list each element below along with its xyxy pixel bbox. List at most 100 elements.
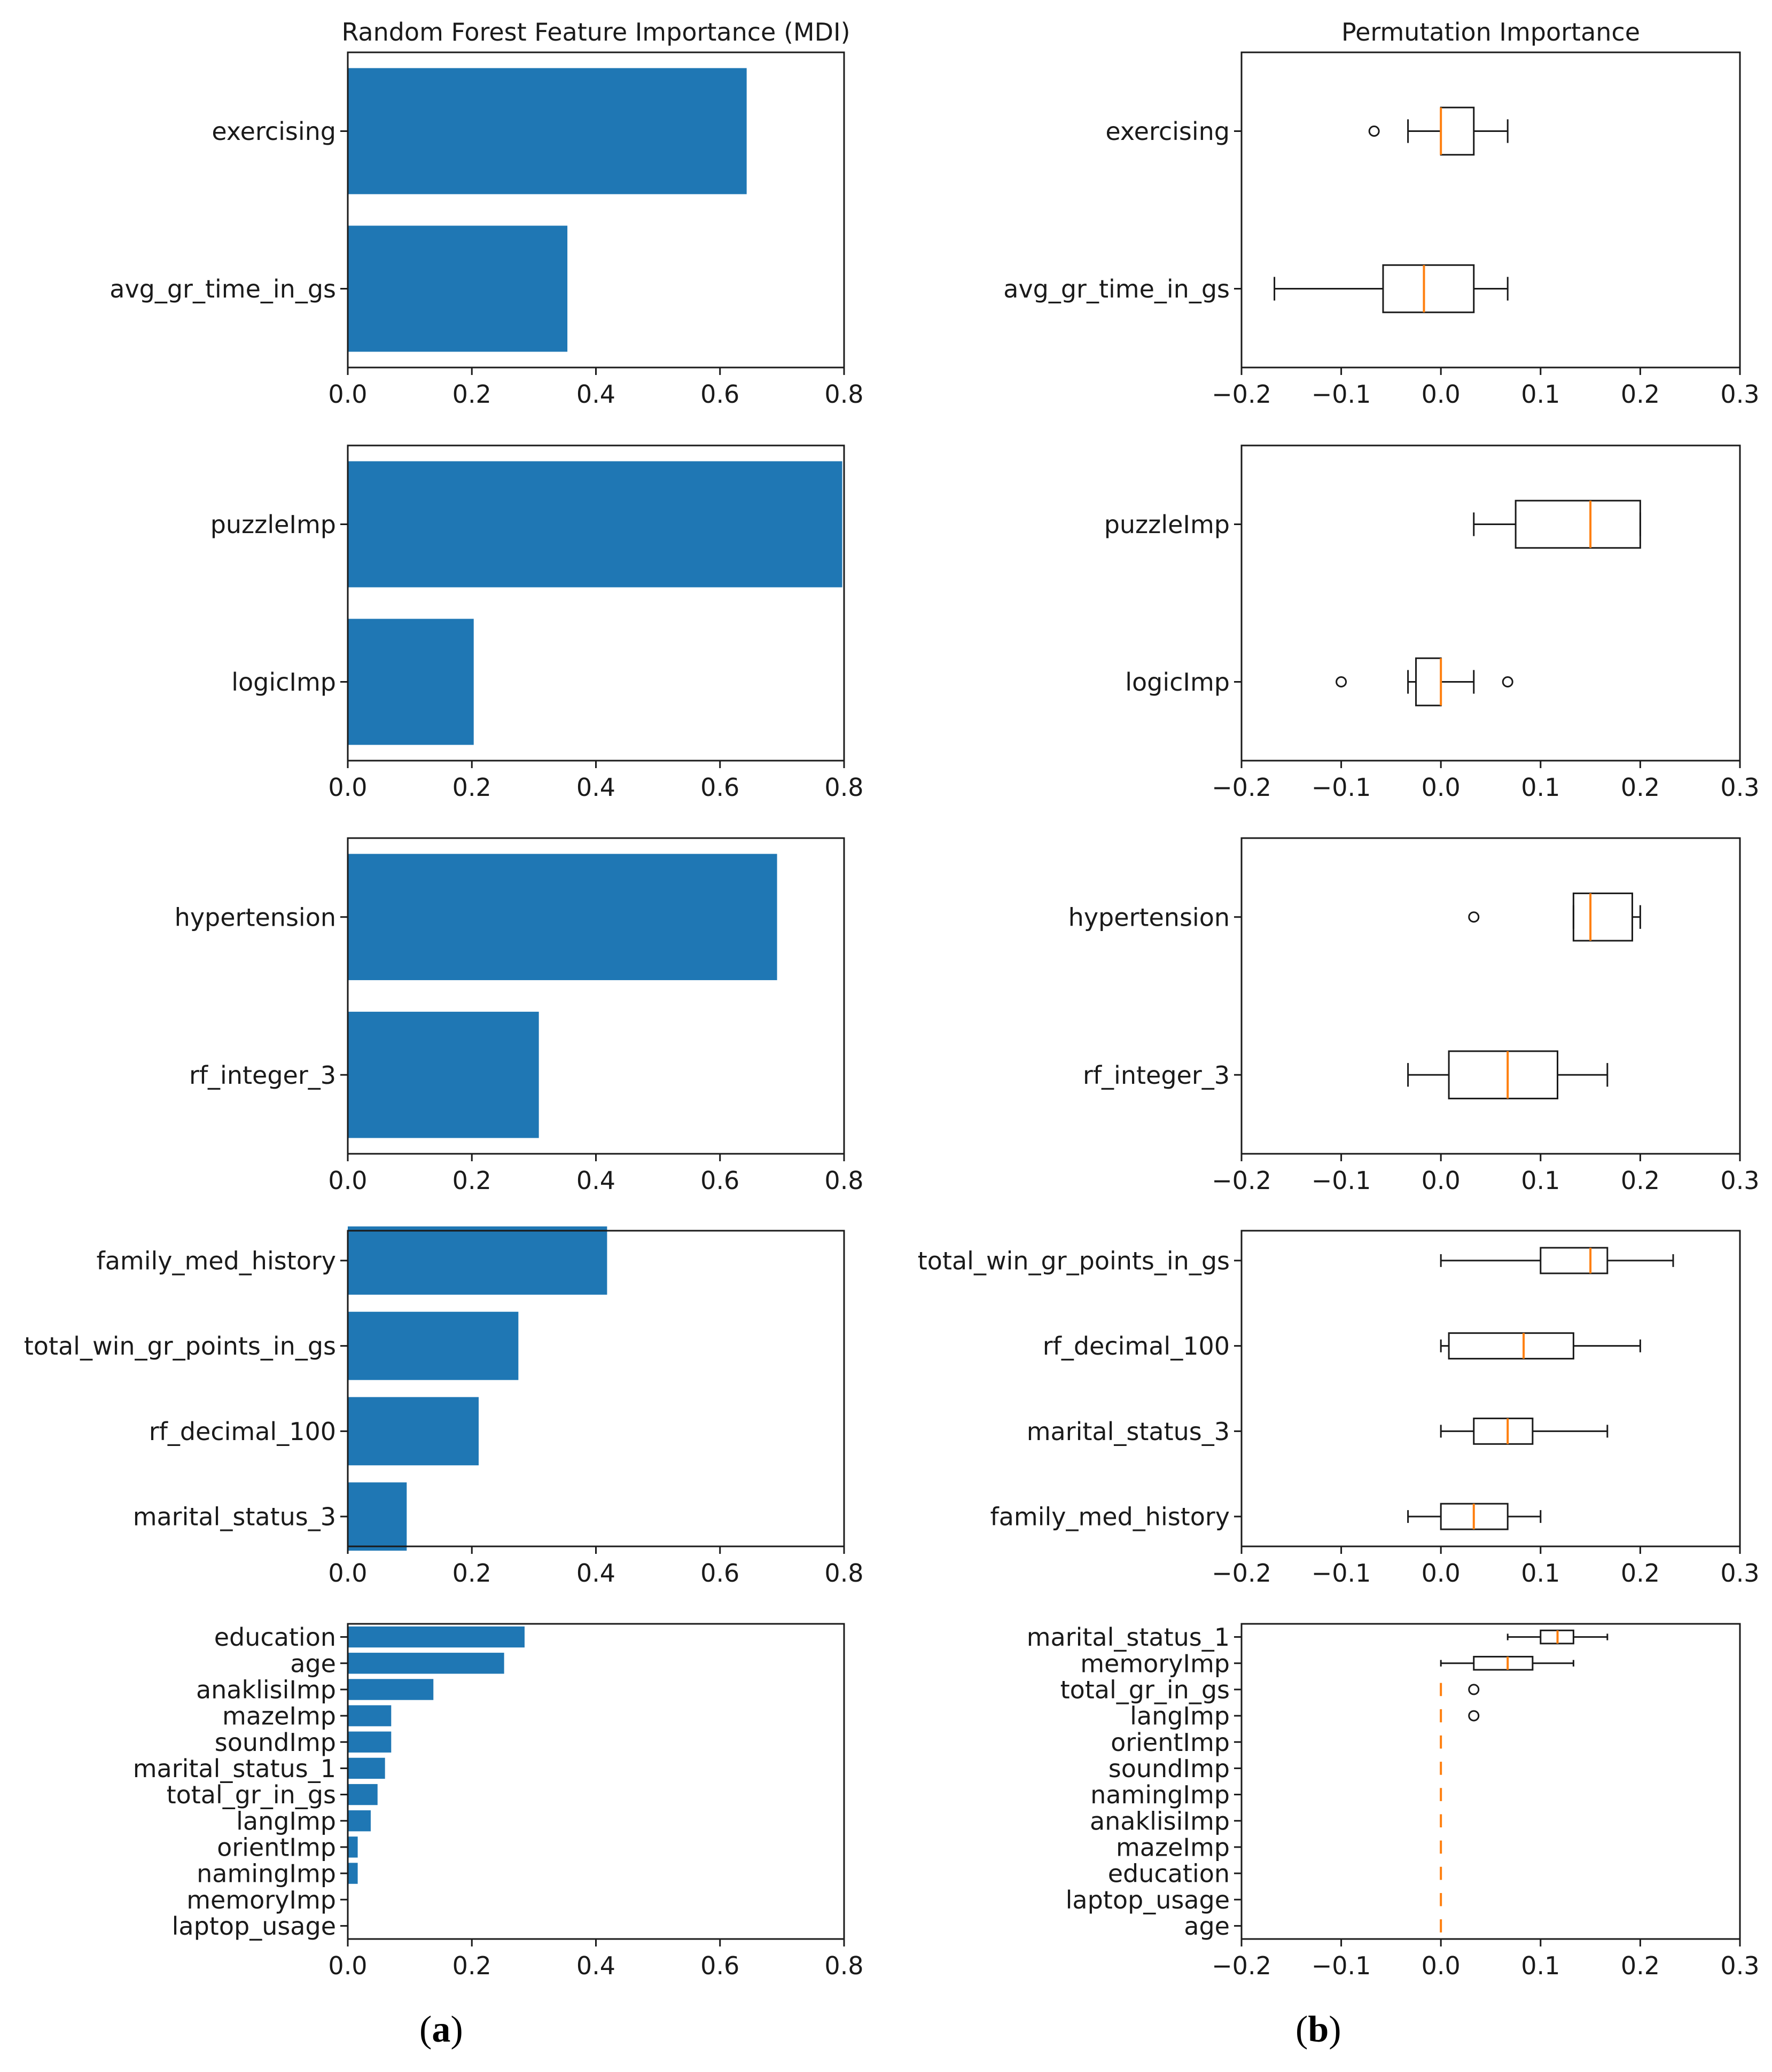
boxplot-puzzleImp <box>1473 499 1641 549</box>
y-tick-label: age <box>1184 1912 1230 1941</box>
x-tick-label: 0.0 <box>1422 1951 1461 1980</box>
y-tick-label: puzzleImp <box>210 510 336 539</box>
x-tick-label: 0.1 <box>1521 773 1560 802</box>
axes-frame <box>1240 1623 1741 1940</box>
x-tick-label: 0.4 <box>576 1166 615 1195</box>
bar-exercising <box>348 68 747 194</box>
boxplot-memoryImp <box>1440 1655 1574 1671</box>
axes-frame <box>1240 837 1741 1155</box>
x-tick-label: 0.8 <box>824 1166 863 1195</box>
y-tick-label: marital_status_1 <box>1027 1623 1230 1652</box>
x-tick-label: −0.2 <box>1212 1951 1271 1980</box>
y-tick-label: soundImp <box>1109 1754 1230 1783</box>
panel-label-a: (a) <box>419 2009 463 2050</box>
x-tick-label: 0.4 <box>576 1559 615 1588</box>
outlier-point <box>1468 1684 1480 1695</box>
x-tick-label: 0.4 <box>576 773 615 802</box>
y-tick-label: laptop_usage <box>172 1912 336 1941</box>
boxplot-total_gr_in_gs <box>1440 1683 1480 1696</box>
bar-puzzleImp <box>348 461 842 588</box>
x-tick-label: 0.0 <box>1422 380 1461 409</box>
y-tick-label: laptop_usage <box>1066 1886 1230 1914</box>
y-tick-label: rf_integer_3 <box>189 1061 336 1090</box>
box <box>1473 1417 1534 1445</box>
x-tick-label: 0.2 <box>452 380 491 409</box>
boxplot-marital_status_1 <box>1506 1629 1609 1645</box>
bar-rf_decimal_100 <box>348 1397 479 1466</box>
bar-namingImp <box>348 1863 358 1884</box>
y-tick-label: total_win_gr_points_in_gs <box>918 1246 1230 1275</box>
x-tick-label: −0.1 <box>1312 773 1371 802</box>
y-tick-label: education <box>1108 1859 1230 1888</box>
box <box>1448 1332 1574 1360</box>
x-tick-label: 0.1 <box>1521 380 1560 409</box>
chart-7: family_med_history total_win_gr_points_in… <box>24 1226 864 1588</box>
x-tick-label: −0.2 <box>1212 1559 1271 1588</box>
x-tick-label: 0.2 <box>452 1951 491 1980</box>
bar-total_win_gr_points_in_gs <box>348 1311 519 1380</box>
box <box>1572 892 1633 942</box>
y-tick-label: anaklisiImp <box>1090 1807 1230 1835</box>
boxplot-total_win_gr_points_in_gs <box>1440 1247 1674 1275</box>
bar-rf_integer_3 <box>348 1012 539 1138</box>
x-tick-label: 0.3 <box>1720 1559 1759 1588</box>
y-tick-label: namingImp <box>197 1859 336 1888</box>
bar-langImp <box>348 1810 371 1832</box>
box <box>1382 264 1475 314</box>
x-tick-label: 0.4 <box>576 380 615 409</box>
bar-marital_status_1 <box>348 1757 385 1779</box>
y-tick-label: rf_decimal_100 <box>149 1417 336 1446</box>
boxplot-marital_status_3 <box>1440 1417 1609 1445</box>
bar-hypertension <box>348 854 777 980</box>
y-tick-label: memoryImp <box>1080 1649 1230 1678</box>
chart-9: educationageanaklisiImpmazeImpsoundImpma… <box>133 1623 864 1980</box>
x-tick-label: 0.0 <box>1422 1559 1461 1588</box>
y-tick-label: memoryImp <box>186 1886 336 1914</box>
x-tick-label: −0.2 <box>1212 380 1271 409</box>
y-tick-label: family_med_history <box>990 1503 1230 1531</box>
x-tick-label: 0.6 <box>700 1559 739 1588</box>
x-tick-label: 0.2 <box>1621 380 1660 409</box>
y-tick-label: exercising <box>1105 117 1230 146</box>
y-tick-label: rf_integer_3 <box>1083 1061 1230 1090</box>
chart-2: Permutation Importance exercising avg_gr_t… <box>1003 18 1759 409</box>
boxplot-rf_decimal_100 <box>1440 1332 1641 1360</box>
boxplot-avg_gr_time_in_gs <box>1274 264 1509 314</box>
y-tick-label: marital_status_1 <box>133 1754 336 1783</box>
boxplot-rf_integer_3 <box>1407 1050 1609 1100</box>
x-tick-label: 0.1 <box>1521 1951 1560 1980</box>
y-tick-label: total_gr_in_gs <box>1060 1675 1230 1704</box>
bar-logicImp <box>348 619 474 745</box>
chart-5: hypertension rf_integer_3 0.0 0.2 0.4 0.6 0.8 <box>175 837 864 1195</box>
outlier-point <box>1502 676 1513 687</box>
x-tick-label: −0.1 <box>1312 1559 1371 1588</box>
chart-6: hypertension rf_integer_3 −0.2 −0.1 0.0 0.1 0.… <box>1068 837 1760 1195</box>
x-tick-label: 0.2 <box>452 1559 491 1588</box>
x-tick-label: 0.3 <box>1720 1166 1759 1195</box>
y-tick-label: langImp <box>236 1807 336 1835</box>
outlier-point <box>1336 676 1347 687</box>
bar-total_gr_in_gs <box>348 1784 378 1805</box>
x-tick-label: 0.3 <box>1720 773 1759 802</box>
x-tick-label: 0.0 <box>1422 773 1461 802</box>
x-tick-label: 0.6 <box>700 380 739 409</box>
x-tick-label: 0.8 <box>824 380 863 409</box>
boxplot-hypertension <box>1468 892 1641 942</box>
boxplot-logicImp <box>1336 657 1513 707</box>
bar-anaklisiImp <box>348 1679 434 1700</box>
panel-label-b: (b) <box>1295 2009 1341 2050</box>
outlier-point <box>1468 1710 1480 1722</box>
y-tick-label: marital_status_3 <box>133 1503 336 1531</box>
x-tick-label: 0.6 <box>700 773 739 802</box>
bar-age <box>348 1653 504 1674</box>
x-tick-label: 0.6 <box>700 1166 739 1195</box>
x-tick-label: 0.2 <box>1621 773 1660 802</box>
box <box>1440 106 1475 156</box>
y-tick-label: orientImp <box>1111 1728 1230 1757</box>
axes-frame <box>1240 444 1741 762</box>
y-tick-label: namingImp <box>1090 1780 1230 1809</box>
bar-orientImp <box>348 1836 358 1858</box>
chart-1: Random Forest Feature Importance (MDI) ex… <box>110 18 863 409</box>
x-tick-label: 0.8 <box>824 1951 863 1980</box>
y-tick-label: hypertension <box>175 903 336 932</box>
